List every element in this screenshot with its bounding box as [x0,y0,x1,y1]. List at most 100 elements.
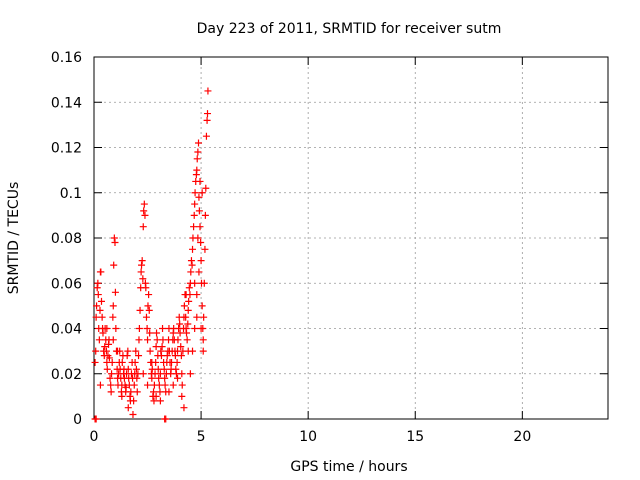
data-point [161,374,169,382]
data-point [197,325,205,332]
data-point [146,347,154,355]
data-point [159,325,167,332]
data-point [174,374,182,382]
data-point [183,336,191,344]
data-point [148,374,156,382]
data-point [203,116,211,124]
data-point [180,302,188,310]
data-point [102,347,110,355]
data-point [137,268,145,276]
data-point [169,381,177,389]
data-point [92,415,100,423]
data-point [158,343,166,351]
data-point [138,261,146,269]
data-point [103,325,111,332]
data-point [184,306,192,314]
data-point [142,313,150,321]
data-point [176,320,184,328]
data-point [197,257,205,265]
data-point [197,239,205,247]
data-point [144,302,152,310]
data-point [193,313,201,321]
y-tick-label: 0.16 [51,50,82,66]
data-point [156,397,164,405]
data-point [135,352,143,360]
data-point [99,329,107,337]
data-point [187,268,195,276]
data-point [127,388,135,396]
data-point [187,257,195,265]
data-point [189,347,197,355]
data-point [174,336,182,344]
y-tick-label: 0.08 [51,231,82,247]
data-point [97,268,105,276]
data-point [114,347,122,355]
data-point [161,381,169,389]
data-point [105,354,113,362]
y-tick-label: 0.12 [51,141,82,157]
y-tick-label: 0.14 [51,95,82,111]
data-point [107,388,115,396]
data-point [199,347,207,355]
data-point [91,358,99,366]
y-tick-label: 0.06 [51,276,82,292]
y-tick-label: 0 [73,412,82,428]
data-point [95,336,103,344]
data-point [106,374,114,382]
data-point [186,370,194,378]
data-point [152,343,160,351]
data-point [124,404,132,412]
data-point [140,207,148,215]
x-tick-label: 15 [406,429,424,445]
data-point [141,211,149,219]
data-point [138,257,146,265]
data-point [93,302,101,310]
data-point [194,148,202,156]
data-point [108,358,116,366]
x-tick-label: 5 [197,429,206,445]
data-point [94,291,102,299]
chart-title: Day 223 of 2011, SRMTID for receiver sut… [197,21,502,37]
data-point [96,306,104,314]
data-point [173,358,181,366]
data-point [153,329,161,337]
y-axis-label: SRMTID / TECUs [6,182,22,295]
data-point [139,275,147,283]
data-point [129,410,137,418]
data-point [196,177,204,185]
data-point [201,245,209,253]
data-point [180,404,188,412]
data-point [182,313,190,321]
data-point [155,374,163,382]
data-point [171,352,179,360]
data-point [118,358,126,366]
y-tick-label: 0.1 [60,186,82,202]
data-point [191,189,199,197]
data-point [196,223,204,231]
data-point [130,397,138,405]
data-point [118,392,126,400]
data-point [204,110,212,118]
data-point [182,291,190,299]
x-tick-label: 20 [513,429,531,445]
data-point [135,325,143,332]
data-point [201,211,209,219]
data-point [92,313,100,321]
data-point [163,352,171,360]
data-point [157,347,165,355]
data-point [146,329,154,337]
data-point [177,343,185,351]
data-point [136,306,144,314]
data-point [195,193,203,201]
data-point [185,284,193,292]
data-point [109,302,117,310]
data-point [140,200,148,208]
data-point [193,155,201,163]
data-point [139,370,147,378]
data-point [202,132,210,140]
data-point [112,325,120,332]
data-point [133,374,141,382]
data-point [108,370,116,378]
data-point [110,234,118,242]
